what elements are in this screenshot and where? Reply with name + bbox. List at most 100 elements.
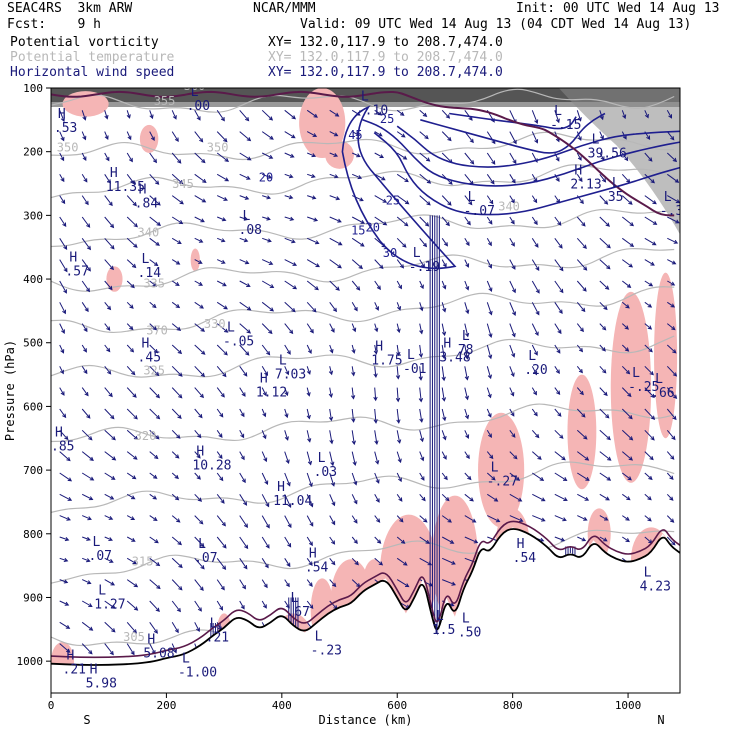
wind-speed-contour-35 [420, 112, 606, 154]
extremum-value-16: .85 [51, 440, 74, 455]
wind-vector-103 [126, 643, 135, 656]
extremum-kind-8: H [260, 372, 268, 387]
wind-speed-label-5: 20 [366, 220, 380, 234]
wind-vector-39 [81, 387, 89, 397]
wind-vector-214 [239, 237, 249, 243]
wind-vector-64 [104, 365, 112, 375]
extremum-value-41: -.15 [550, 118, 581, 133]
extremum-kind-10: L [407, 348, 415, 363]
extremum-kind-5: L [227, 321, 235, 336]
wind-vector-611 [576, 387, 584, 396]
wind-vector-554 [531, 280, 540, 294]
wind-vector-601 [576, 174, 583, 183]
wind-vector-604 [576, 237, 587, 249]
wind-vector-38 [81, 366, 88, 375]
wind-vector-196 [216, 408, 224, 418]
wind-vector-193 [216, 344, 228, 356]
wind-vector-684 [644, 280, 654, 287]
wind-vector-712 [666, 323, 676, 331]
wind-vector-49 [81, 600, 93, 608]
wind-vector-110 [149, 237, 160, 246]
wind-vector-407 [396, 472, 402, 483]
extremum-value-4: .14 [138, 266, 162, 281]
wind-vector-599 [576, 131, 582, 141]
wind-vector-321 [329, 302, 338, 313]
wind-vector-703 [666, 131, 675, 141]
wind-vector-537 [509, 472, 521, 481]
wind-vector-95 [126, 472, 137, 480]
wind-vector-354 [351, 451, 357, 467]
field-xy-pv: XY= 132.0,117.9 to 208.7,474.0 [268, 35, 503, 50]
wind-vector-510 [486, 451, 494, 460]
wind-vector-511 [486, 472, 496, 481]
wind-vector-429 [418, 387, 424, 403]
extremum-kind-2: L [243, 209, 251, 224]
extremum-kind-31: L [315, 629, 323, 644]
wind-vector-119 [149, 429, 160, 440]
wind-vector-68 [104, 451, 117, 461]
wind-vector-162 [194, 237, 204, 243]
wind-vector-213 [239, 216, 249, 221]
wind-vector-301 [306, 430, 312, 443]
wind-vector-199 [216, 472, 224, 482]
wind-vector-524 [509, 195, 515, 204]
wind-vector-680 [644, 195, 657, 205]
wind-vector-146 [171, 451, 180, 459]
wind-vector-485 [464, 472, 472, 481]
wind-vector-37 [81, 344, 87, 353]
wind-vector-178 [194, 579, 204, 592]
wind-vector-395 [396, 216, 409, 227]
x-tick-label-800: 800 [503, 699, 523, 712]
extremum-kind-25: L [644, 566, 652, 581]
extremum-value-23: .54 [305, 561, 329, 576]
wind-vector-358 [351, 536, 358, 545]
wind-vector-430 [419, 408, 424, 423]
y-tick-label-700: 700 [23, 464, 43, 477]
extremum-value-9: 1.75 [371, 354, 402, 369]
wind-vector-398 [396, 280, 402, 290]
wind-speed-label-3: 30 [383, 246, 397, 260]
wind-vector-592 [554, 536, 566, 542]
wind-vector-184 [216, 152, 230, 163]
wind-vector-513 [487, 515, 501, 523]
wind-vector-161 [194, 216, 205, 223]
wind-vector-502 [486, 280, 493, 293]
wind-vector-235 [261, 131, 274, 140]
wind-vector-588 [554, 451, 566, 461]
wind-speed-label-4: 20 [259, 171, 273, 185]
wind-vector-9 [59, 302, 66, 315]
wind-vector-108 [149, 195, 161, 206]
wind-vector-309 [306, 600, 314, 610]
wind-vector-612 [576, 408, 586, 418]
wind-vector-189 [216, 259, 226, 264]
wind-vector-69 [104, 472, 116, 480]
wind-vector-487 [464, 515, 477, 523]
wind-vector-632 [599, 280, 610, 290]
wind-vector-152 [171, 579, 183, 591]
wind-vector-120 [149, 451, 159, 460]
theta-contour-6 [51, 248, 675, 292]
wind-vector-702 [666, 110, 672, 119]
wind-vector-579 [554, 259, 564, 272]
wind-vector-41 [81, 429, 93, 441]
wind-vector-261 [284, 131, 296, 139]
wind-vector-523 [509, 174, 516, 184]
extremum-value-44: .53 [54, 121, 77, 136]
wind-vector-144 [171, 408, 182, 419]
wind-vector-151 [171, 557, 183, 569]
wind-vector-406 [396, 451, 402, 464]
wind-vector-182 [216, 110, 225, 122]
wind-vector-432 [419, 451, 425, 462]
extremum-kind-40: L [664, 190, 672, 205]
wind-vector-400 [396, 323, 401, 334]
wind-vector-226 [239, 494, 248, 506]
wind-vector-560 [531, 408, 538, 417]
wind-vector-211 [239, 173, 251, 180]
wind-vector-77 [104, 643, 114, 656]
wind-vector-185 [216, 173, 230, 182]
wind-vector-296 [306, 323, 314, 334]
wind-vector-341 [352, 173, 363, 180]
wind-vector-194 [216, 365, 227, 378]
field-xy-wind: XY= 132.0,117.9 to 208.7,474.0 [268, 65, 503, 80]
wind-vector-694 [644, 493, 652, 501]
